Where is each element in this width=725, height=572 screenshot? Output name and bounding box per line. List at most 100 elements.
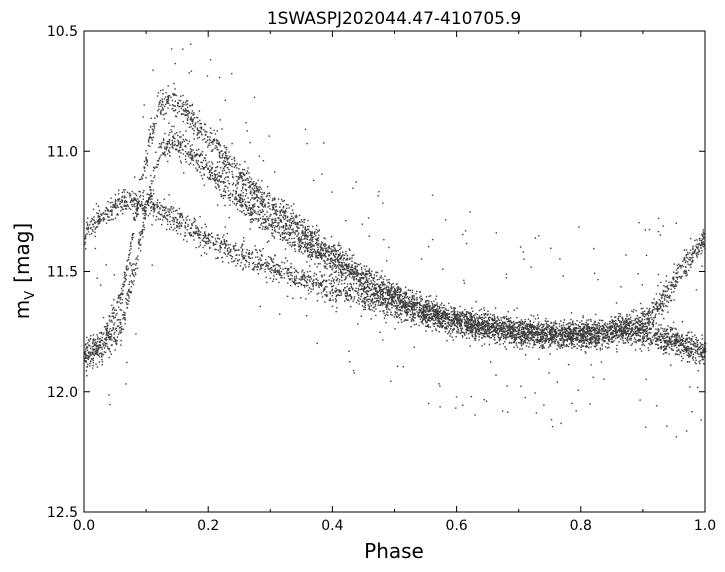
data-point	[676, 272, 678, 275]
data-point	[543, 324, 545, 326]
data-point	[167, 95, 170, 97]
data-point	[191, 122, 194, 124]
data-point	[254, 197, 256, 200]
data-point	[557, 329, 559, 331]
data-point	[141, 229, 144, 231]
data-point	[220, 176, 222, 178]
data-point	[126, 306, 129, 309]
data-point	[693, 345, 695, 347]
data-point	[456, 311, 459, 313]
data-point	[344, 264, 347, 267]
data-point	[405, 294, 407, 296]
data-point	[477, 329, 479, 331]
data-point	[172, 141, 174, 143]
data-point	[200, 161, 202, 163]
data-point	[238, 199, 241, 201]
data-point	[515, 342, 517, 344]
data-point	[678, 336, 680, 338]
data-point	[405, 296, 407, 299]
data-point	[541, 341, 544, 343]
data-point	[244, 174, 246, 176]
data-point	[484, 336, 486, 338]
data-point	[527, 330, 529, 332]
data-point	[355, 275, 358, 277]
data-point	[379, 284, 382, 286]
data-point	[335, 251, 337, 253]
data-point	[215, 182, 217, 185]
data-point	[246, 205, 248, 208]
data-point	[137, 208, 139, 210]
data-point	[119, 308, 121, 311]
data-point	[558, 329, 560, 331]
data-point	[266, 218, 269, 221]
data-point	[117, 319, 120, 321]
data-point	[525, 342, 527, 344]
data-point	[376, 294, 378, 296]
data-point	[252, 192, 255, 194]
data-point	[235, 193, 237, 195]
data-point	[150, 180, 152, 182]
data-point	[195, 167, 197, 169]
data-point	[272, 204, 275, 206]
data-point	[205, 134, 207, 136]
data-point	[286, 228, 288, 230]
data-point	[585, 342, 588, 345]
data-point	[663, 285, 665, 287]
data-point	[202, 139, 204, 141]
data-point	[698, 347, 700, 349]
data-point	[284, 210, 286, 212]
data-point	[570, 318, 572, 321]
data-point	[172, 93, 175, 96]
data-point	[449, 325, 452, 327]
data-point	[216, 146, 218, 148]
data-point	[415, 302, 417, 304]
data-point	[675, 283, 677, 286]
data-point	[440, 304, 442, 306]
data-point	[232, 182, 235, 184]
data-point	[482, 322, 484, 324]
data-point	[152, 189, 155, 191]
data-point	[107, 332, 110, 334]
data-point	[305, 247, 308, 249]
data-point	[583, 339, 585, 341]
data-point	[380, 291, 382, 293]
data-point	[85, 343, 87, 345]
data-point	[178, 106, 180, 108]
data-point	[474, 333, 476, 335]
data-point	[391, 283, 393, 286]
data-point	[468, 323, 470, 326]
data-point	[660, 339, 662, 341]
data-point	[582, 338, 584, 340]
data-point	[90, 335, 92, 337]
data-point	[264, 218, 266, 220]
data-point	[677, 271, 679, 273]
data-point	[365, 279, 368, 281]
data-point	[378, 300, 380, 302]
data-point	[588, 342, 590, 344]
data-point	[590, 346, 592, 348]
data-point	[484, 323, 487, 325]
data-point	[389, 282, 391, 285]
data-point	[353, 271, 356, 273]
data-point	[477, 330, 480, 333]
data-point	[382, 288, 384, 291]
data-point	[632, 334, 634, 336]
data-point	[168, 142, 170, 144]
data-point	[162, 152, 164, 154]
data-point	[582, 315, 584, 317]
data-point	[283, 236, 285, 238]
data-point	[307, 219, 309, 222]
data-point	[330, 251, 332, 253]
data-point	[145, 213, 147, 216]
data-point	[144, 212, 147, 214]
data-point	[207, 168, 209, 170]
data-point	[255, 189, 257, 192]
data-point	[275, 209, 277, 211]
data-point	[512, 341, 515, 344]
data-point	[283, 218, 286, 221]
data-point	[409, 305, 411, 307]
data-point	[191, 103, 194, 106]
data-point	[179, 149, 181, 151]
data-point	[666, 305, 668, 308]
data-point	[663, 305, 665, 308]
